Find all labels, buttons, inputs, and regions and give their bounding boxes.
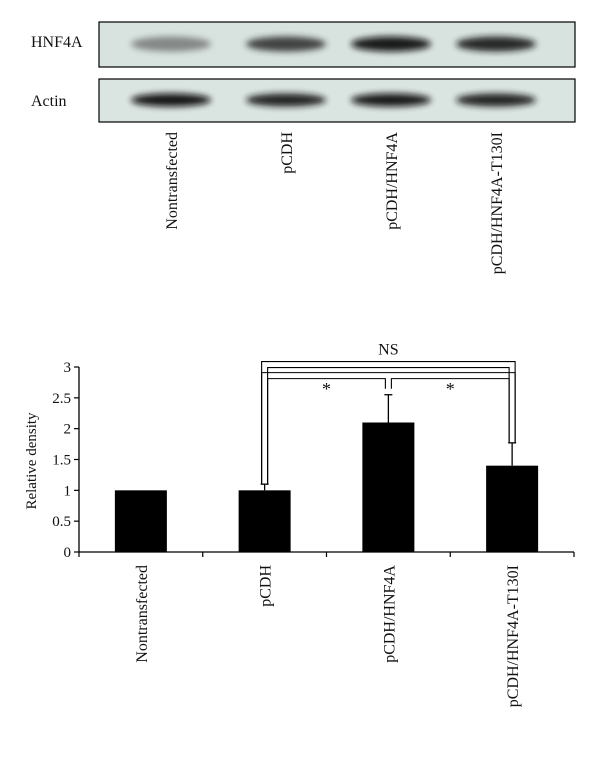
blot-band xyxy=(246,36,326,52)
bar xyxy=(362,422,415,552)
y-tick-label: 1.5 xyxy=(52,453,71,469)
bar-chart: Relative density 0 0.5 1 1.5 2 2.5 3 NS * * Nont… xyxy=(24,342,575,708)
significance-brackets: NS * * xyxy=(261,342,516,485)
bar-series xyxy=(114,394,539,552)
blot-lane-label: Nontransfected xyxy=(164,132,181,230)
blot-row-label-actin: Actin xyxy=(31,93,67,110)
blot-band xyxy=(131,93,211,107)
significance-label: * xyxy=(322,379,331,399)
x-tick-label: pCDH/HNF4A-T130I xyxy=(505,565,522,707)
bar xyxy=(114,490,167,552)
y-tick-label: 0.5 xyxy=(52,514,71,530)
y-tick-label: 2.5 xyxy=(52,391,71,407)
blot-lane-label: pCDH/HNF4A xyxy=(384,132,401,230)
x-tick-label: pCDH/HNF4A xyxy=(381,565,398,663)
significance-bracket-line xyxy=(390,378,510,443)
blot-band xyxy=(456,93,536,107)
significance-bracket-line xyxy=(261,372,516,485)
blot-lane-labels: Nontransfected pCDH pCDH/HNF4A pCDH/HNF4A-T… xyxy=(164,132,506,275)
y-axis-label: Relative density xyxy=(24,412,40,510)
bar xyxy=(238,490,291,552)
blot-bands xyxy=(131,93,536,107)
bar xyxy=(486,465,539,552)
y-tick-label: 0 xyxy=(64,545,72,561)
x-tick-label: Nontransfected xyxy=(134,565,151,663)
blot-band xyxy=(351,93,431,107)
significance-label: NS xyxy=(378,342,398,359)
y-tick-label: 3 xyxy=(64,360,72,376)
western-blot: HNF4A Actin Nontransfected pCDH pCDH/HNF4A… xyxy=(31,21,576,275)
blot-row-label-hnf4a: HNF4A xyxy=(31,34,83,51)
y-tick-label: 1 xyxy=(64,483,72,499)
y-tick-label: 2 xyxy=(64,422,72,438)
blot-strip-hnf4a xyxy=(98,21,576,68)
y-axis: 0 0.5 1 1.5 2 2.5 3 xyxy=(52,360,80,561)
blot-lane-label: pCDH/HNF4A-T130I xyxy=(489,132,506,274)
blot-band xyxy=(131,36,211,52)
x-tick-label: pCDH xyxy=(258,565,275,607)
blot-band xyxy=(246,93,326,107)
blot-lane-label: pCDH xyxy=(279,132,296,174)
blot-band xyxy=(351,36,431,52)
significance-bracket-line xyxy=(267,378,386,485)
blot-strip-actin xyxy=(98,78,576,123)
x-tick-labels: Nontransfected pCDH pCDH/HNF4A pCDH/HNF4A-T… xyxy=(134,565,522,708)
blot-band xyxy=(456,36,536,52)
blot-bands xyxy=(131,36,536,52)
x-axis xyxy=(78,551,575,557)
significance-label: * xyxy=(446,379,455,399)
